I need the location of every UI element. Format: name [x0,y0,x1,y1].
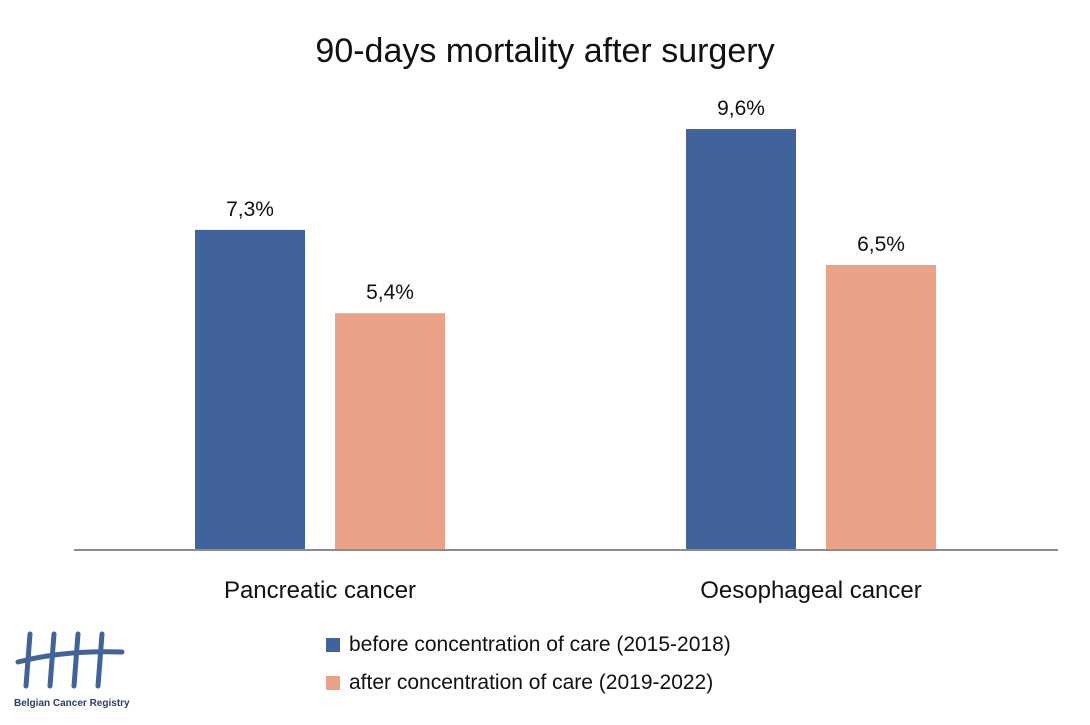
belgian-cancer-registry-logo: Belgian Cancer Registry [14,630,134,715]
bar-after-0 [335,313,445,550]
legend-item-after: after concentration of care (2019-2022) [326,664,731,702]
bar-before-1 [686,129,796,551]
bar-after-1 [826,264,936,550]
data-label-before-0: 7,3% [226,198,274,221]
data-label-after-0: 5,4% [366,281,414,304]
tally-marks-icon [15,631,125,689]
legend-swatch-after [326,676,340,690]
legend-label-before: before concentration of care (2015-2018) [349,633,731,656]
data-label-before-1: 9,6% [717,97,765,120]
legend-swatch-before [326,638,340,652]
logo-text: Belgian Cancer Registry [14,698,130,709]
legend-item-before: before concentration of care (2015-2018) [326,626,731,664]
category-label-pancreatic: Pancreatic cancer [224,577,416,604]
chart-title: 90-days mortality after surgery [315,32,774,70]
category-label-oesophageal: Oesophageal cancer [700,577,921,604]
chart-legend: before concentration of care (2015-2018)… [326,626,731,702]
bars-layer: 7,3% 9,6% 5,4% 6,5% [195,97,936,551]
bar-chart: 90-days mortality after surgery 7,3% 9,6%… [74,32,1058,604]
bar-before-0 [195,229,305,550]
data-label-after-1: 6,5% [857,233,905,256]
legend-label-after: after concentration of care (2019-2022) [349,671,714,694]
